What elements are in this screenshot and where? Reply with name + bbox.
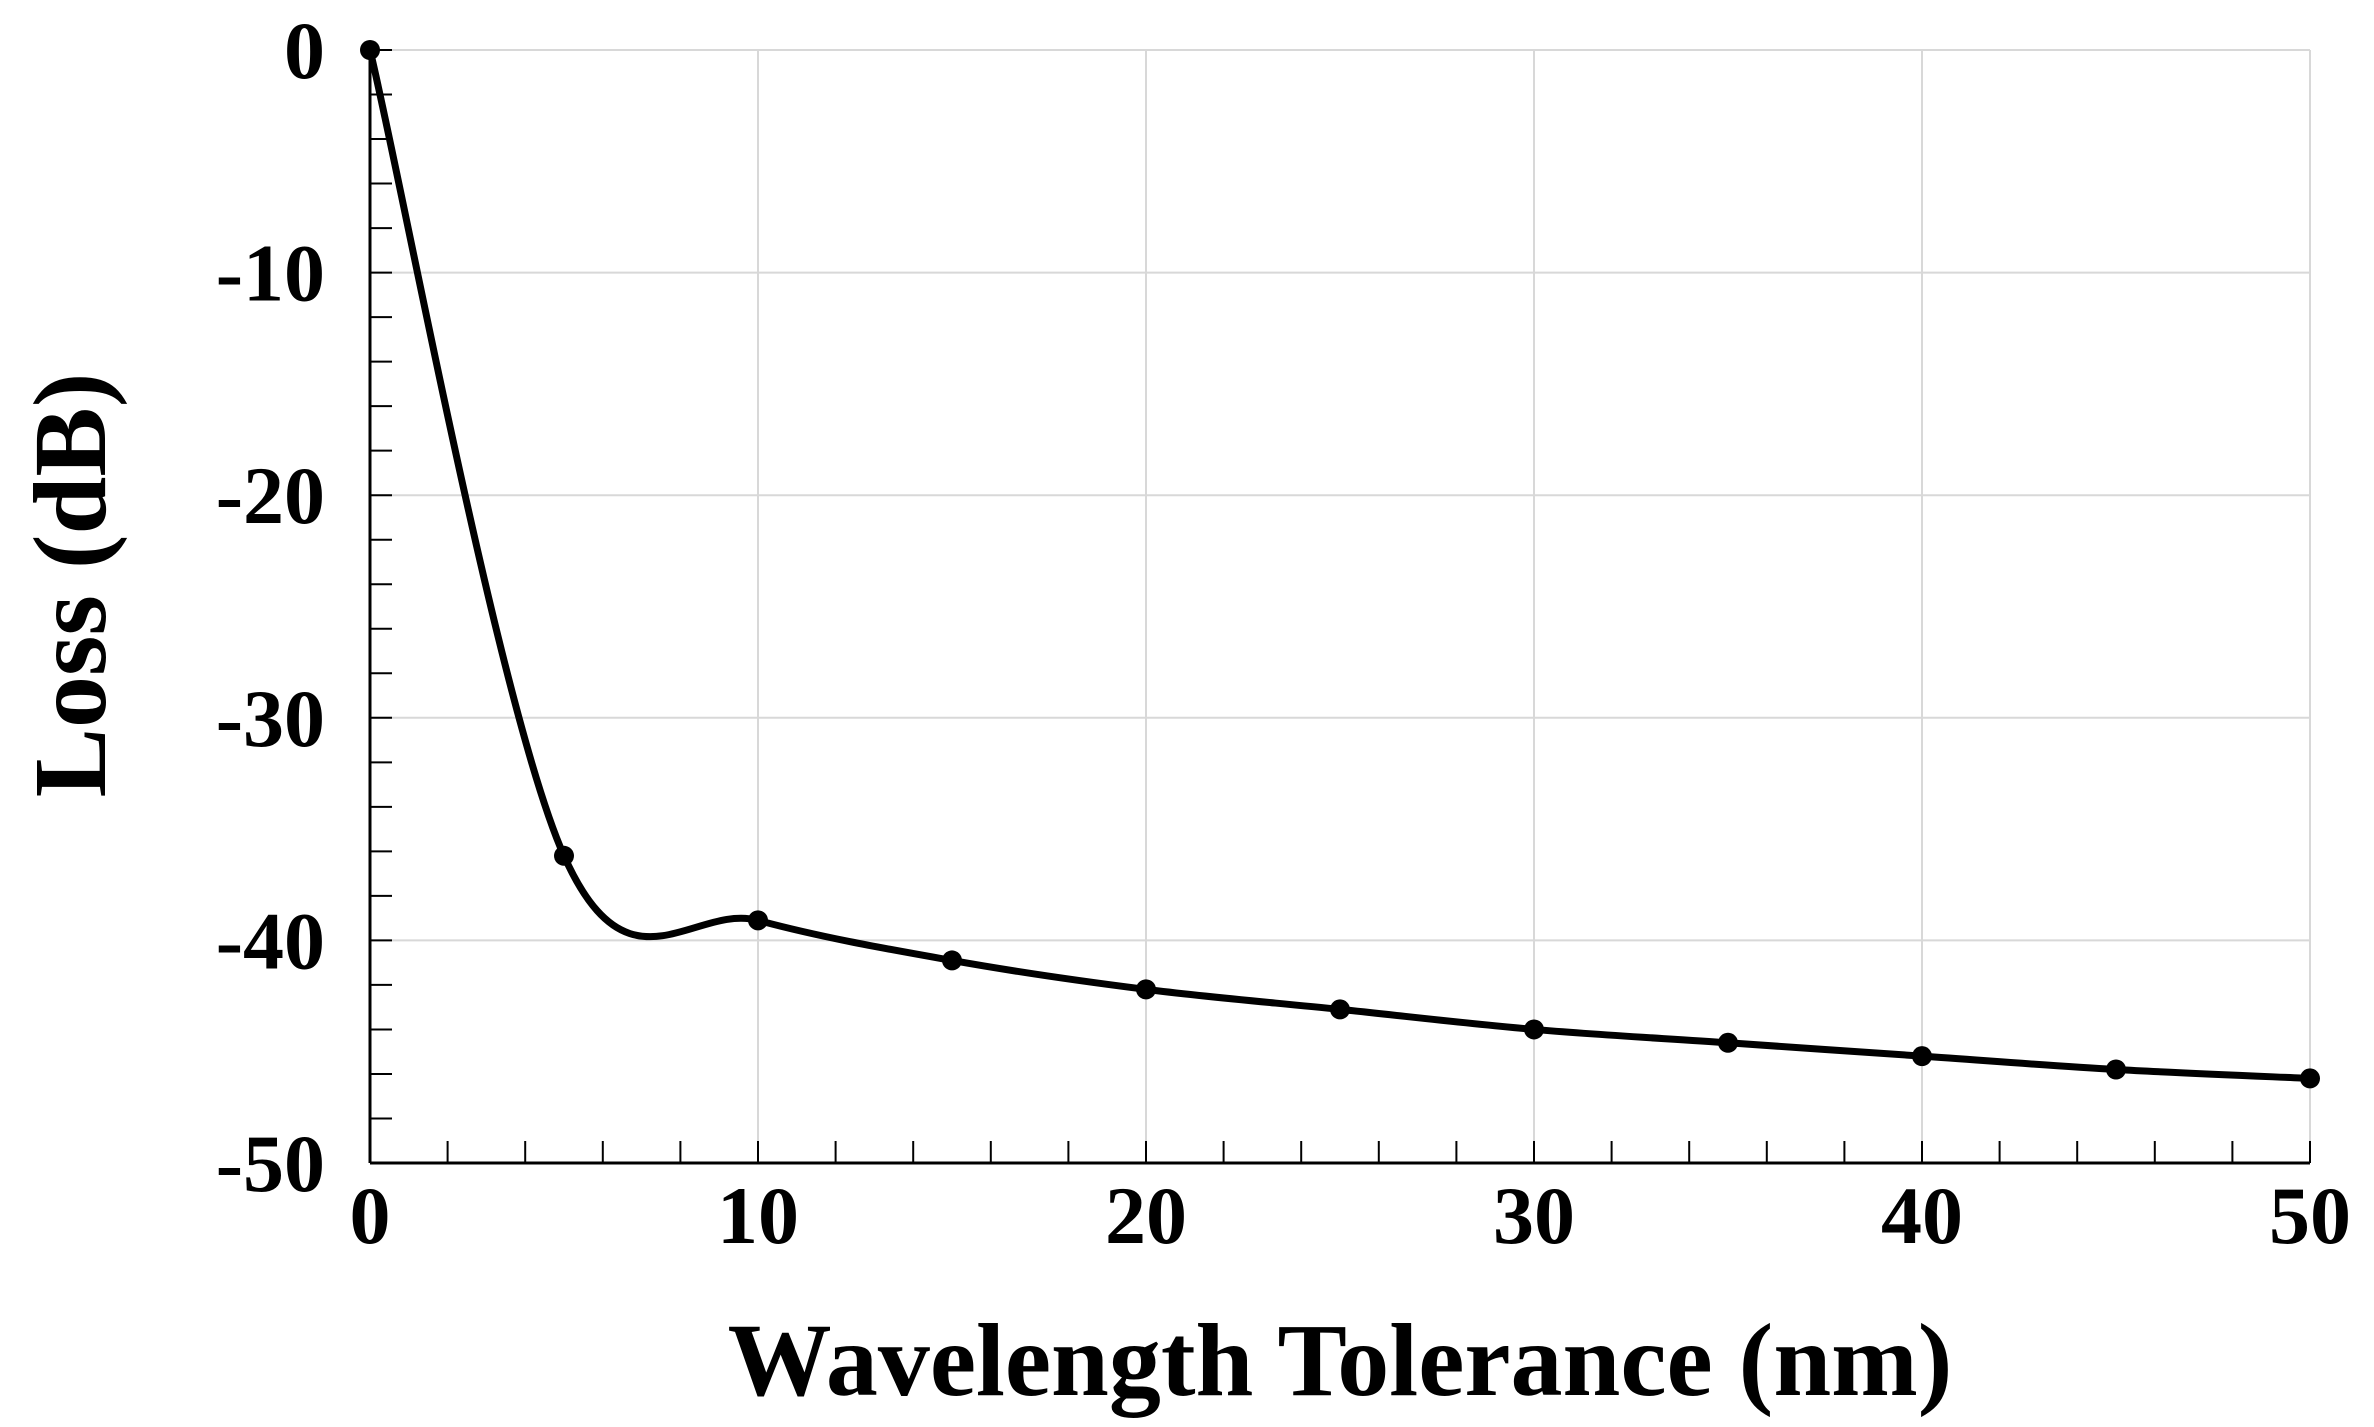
minor-ticks — [369, 49, 2311, 1164]
data-point — [1136, 979, 1156, 1000]
y-axis-title: Loss (dB) — [13, 373, 128, 798]
y-tick-label: -10 — [216, 228, 325, 319]
grid-lines — [369, 49, 2311, 1164]
series-line-loss — [366, 49, 2311, 1082]
y-tick-labels: 0 -10 -20 -30 -40 -50 — [216, 5, 325, 1209]
y-tick-label: -30 — [216, 673, 325, 764]
data-point — [554, 845, 574, 866]
x-tick-label: 40 — [1881, 1170, 1963, 1261]
data-points — [360, 40, 2320, 1089]
data-point — [1718, 1032, 1738, 1053]
data-point — [748, 910, 768, 931]
y-tick-label: -40 — [216, 895, 325, 986]
y-tick-label: 0 — [284, 5, 325, 96]
data-point — [942, 950, 962, 971]
x-tick-label: 10 — [717, 1170, 799, 1261]
data-point — [1524, 1019, 1544, 1040]
x-tick-label: 30 — [1493, 1170, 1575, 1261]
data-point — [1330, 999, 1350, 1020]
x-tick-label: 50 — [2269, 1170, 2351, 1261]
data-point — [2300, 1068, 2320, 1089]
x-axis-title: Wavelength Tolerance (nm) — [728, 1303, 1953, 1418]
y-tick-label: -20 — [216, 450, 325, 541]
x-tick-labels: 0 10 20 30 40 50 — [350, 1170, 2352, 1261]
data-point — [2106, 1059, 2126, 1080]
series-curve-layer — [366, 49, 2311, 1082]
x-tick-label: 20 — [1105, 1170, 1187, 1261]
x-tick-label: 0 — [350, 1170, 391, 1261]
y-tick-label: -50 — [216, 1118, 325, 1209]
data-point — [1912, 1046, 1932, 1067]
